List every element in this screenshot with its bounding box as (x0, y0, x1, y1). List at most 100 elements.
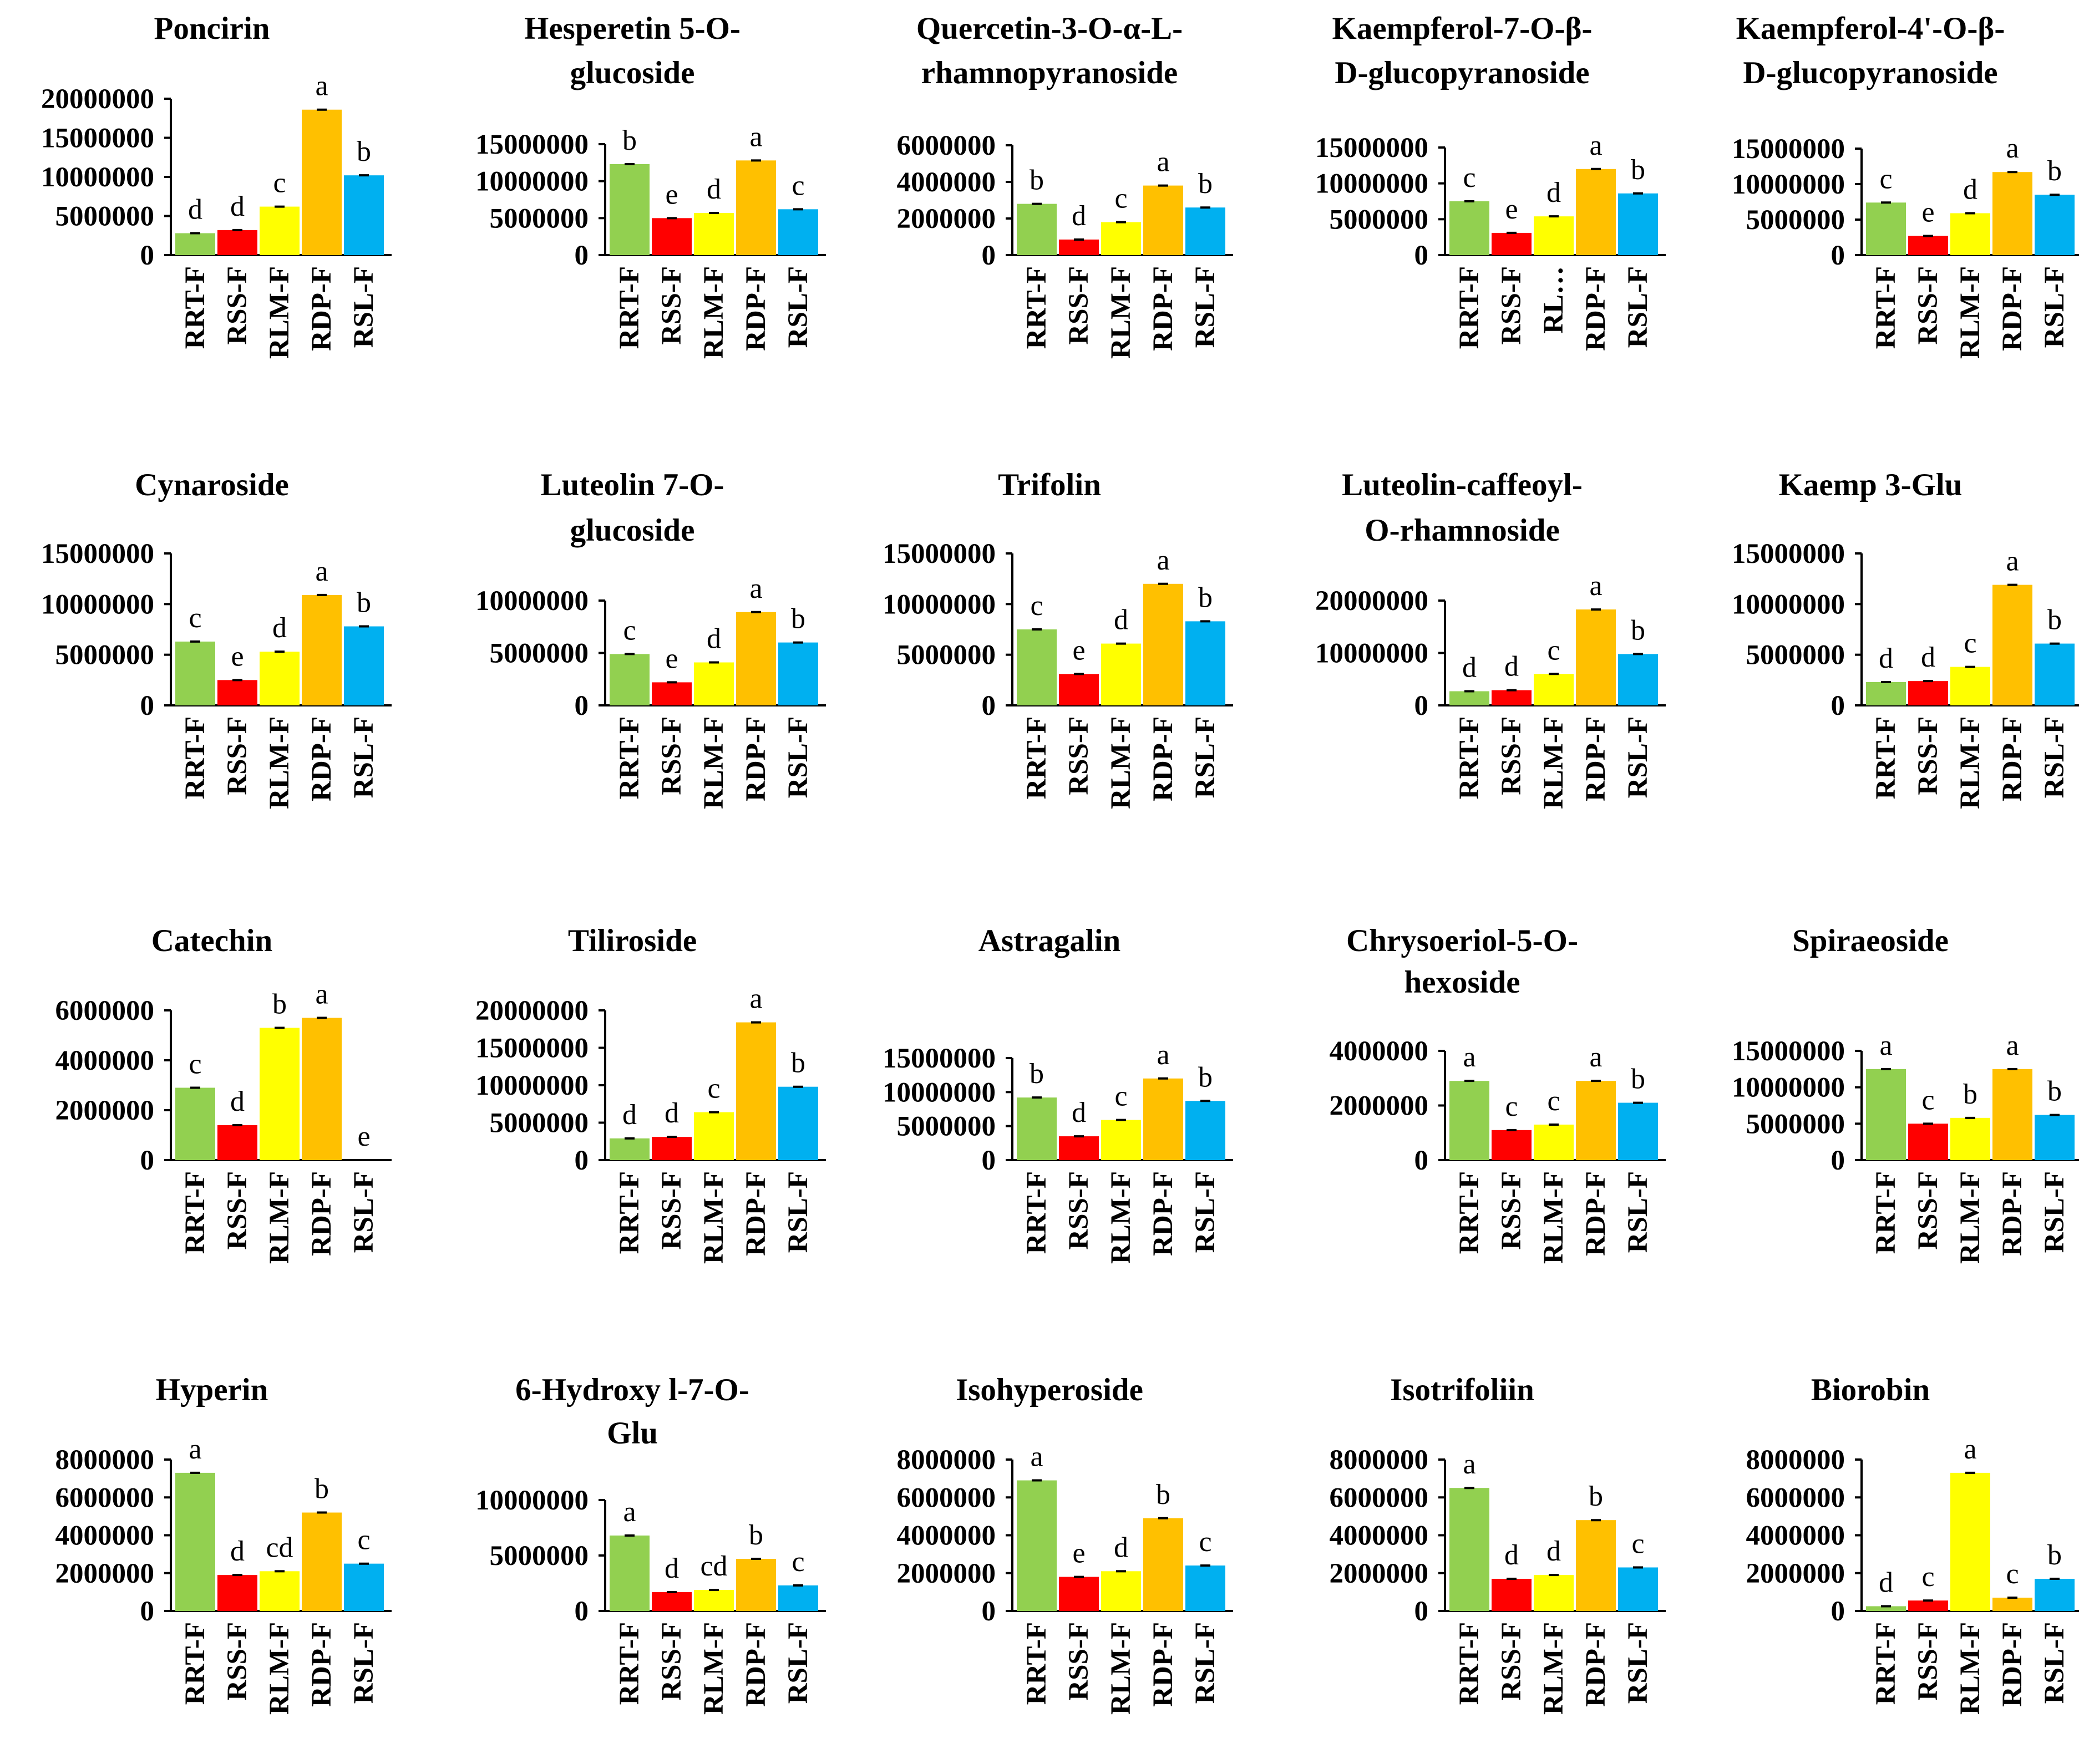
significance-label: d (1114, 604, 1128, 636)
y-tick-label: 0 (1831, 1596, 1845, 1627)
category-label: RSL-F (348, 266, 379, 348)
bar-RRT-F (1449, 1488, 1489, 1611)
significance-label: a (1589, 570, 1602, 602)
bar-RRT-F (1017, 629, 1057, 705)
chart-title: Astragalin (978, 923, 1121, 958)
bar-RDP-F (1992, 1598, 2032, 1611)
bar-RDP-F (1576, 169, 1616, 255)
y-tick-label: 0 (982, 690, 996, 721)
bar-RDP-F (1576, 609, 1616, 705)
significance-label: b (1198, 582, 1213, 613)
y-tick-label: 5000000 (490, 1108, 589, 1139)
y-tick-label: 0 (575, 240, 589, 271)
y-tick-label: 4000000 (55, 1521, 155, 1552)
y-tick-label: 8000000 (1746, 1445, 1845, 1476)
bar-RSS-F (1059, 1136, 1099, 1160)
significance-label: e (1921, 196, 1934, 228)
category-label: RRT-F (180, 1622, 211, 1705)
significance-label: a (749, 573, 762, 604)
significance-label: c (707, 1073, 720, 1105)
significance-label: b (791, 1048, 805, 1079)
panel-3: Kaempferol-7-O-β- D-glucopyranoside 150000… (1315, 11, 1666, 351)
significance-label: a (1463, 1041, 1475, 1073)
significance-label: b (1631, 614, 1645, 646)
y-tick-label: 10000000 (1732, 589, 1845, 620)
category-label: RSS-F (1913, 716, 1944, 795)
significance-label: b (1589, 1481, 1603, 1512)
y-tick-label: 10000000 (1732, 1072, 1845, 1104)
y-tick-label: 5000000 (1746, 640, 1845, 671)
y-tick-label: 6000000 (1746, 1482, 1845, 1513)
significance-label: c (1547, 634, 1560, 666)
y-tick-label: 0 (982, 240, 996, 271)
bar-RSS-F (217, 1575, 257, 1611)
category-label: RRT-F (180, 716, 211, 799)
bar-RSS-F (1059, 1577, 1099, 1611)
y-tick-label: 5000000 (1746, 1109, 1845, 1140)
bar-RLM-F (694, 662, 734, 705)
y-tick-label: 10000000 (41, 589, 154, 620)
significance-label: a (1157, 146, 1169, 178)
category-label: RSS-F (1496, 266, 1527, 345)
significance-label: a (189, 1433, 201, 1465)
bar-RSS-F (1492, 1578, 1532, 1611)
y-tick-label: 6000000 (897, 130, 996, 161)
bar-RSS-F (1059, 674, 1099, 705)
bar-RDP-F (1992, 1069, 2032, 1160)
y-tick-label: 8000000 (1330, 1445, 1429, 1476)
bar-RDP-F (1143, 583, 1183, 705)
significance-label: e (357, 1121, 370, 1152)
panel-13: Chrysoeriol-5-O-hexoside 4000000 2000000 0 a… (1330, 923, 1666, 1264)
chart-title: Luteolin 7-O- (541, 467, 724, 502)
bar-RSS-F (1908, 236, 1948, 255)
panel-0: Poncirin 20000000 15000000 10000000 5000000 0… (41, 11, 392, 359)
bar-RSS-F (217, 230, 257, 255)
category-label: RLM-F (1538, 1171, 1569, 1264)
significance-label: d (1546, 177, 1561, 209)
significance-label: b (1030, 165, 1044, 196)
chart-title: Kaemp 3-Glu (1779, 467, 1963, 502)
y-tick-label: 6000000 (55, 995, 155, 1026)
y-tick-label: 15000000 (475, 129, 589, 160)
category-label: RLM-F (698, 1622, 729, 1715)
significance-label: a (2006, 1030, 2019, 1061)
category-label: RLM-F (698, 716, 729, 809)
y-tick-label: 15000000 (1315, 133, 1428, 164)
significance-label: a (749, 983, 762, 1015)
bar-RDP-F (1143, 185, 1183, 255)
y-tick-label: 0 (1414, 1145, 1429, 1176)
category-label: RSL-F (1190, 1622, 1221, 1704)
category-label: RSS-F (1913, 1622, 1944, 1701)
bar-RSL-F (778, 1585, 818, 1611)
category-label: RLM-F (264, 716, 295, 809)
panel-8: Luteolin-caffeoyl- O-rhamnoside 20000000 10… (1315, 467, 1666, 809)
category-label: RSS-F (1063, 266, 1094, 345)
significance-label: c (1631, 1528, 1644, 1560)
bar-RSL-F (1185, 1101, 1225, 1160)
category-label: RLM-F (1106, 1622, 1137, 1715)
y-tick-label: 0 (140, 1596, 155, 1627)
bar-RLM-F (1101, 1571, 1141, 1611)
significance-label: d (1504, 1539, 1519, 1571)
chart-title: O-rhamnoside (1365, 513, 1560, 548)
category-label: RLM-F (1106, 1171, 1137, 1264)
category-label: RSS-F (1063, 1622, 1094, 1701)
bar-RRT-F (1017, 1480, 1057, 1611)
category-label: RDP-F (741, 266, 772, 351)
y-tick-label: 2000000 (1746, 1558, 1845, 1589)
bar-RDP-F (1992, 584, 2032, 705)
category-label: RSL-F (1190, 1171, 1221, 1253)
significance-label: d (1963, 174, 1977, 205)
y-tick-label: 4000000 (897, 167, 996, 198)
bar-RRT-F (175, 233, 215, 255)
y-tick-label: 0 (140, 240, 155, 271)
chart-title: Hesperetin 5-O- (524, 11, 741, 46)
significance-label: a (1589, 1041, 1602, 1073)
chart-title: Tiliroside (568, 923, 697, 958)
bar-RDP-F (1143, 1078, 1183, 1160)
category-label: RRT-F (1454, 1622, 1485, 1705)
bar-RSL-F (2035, 643, 2075, 705)
significance-label: c (189, 1049, 201, 1080)
bar-RRT-F (610, 1536, 650, 1611)
